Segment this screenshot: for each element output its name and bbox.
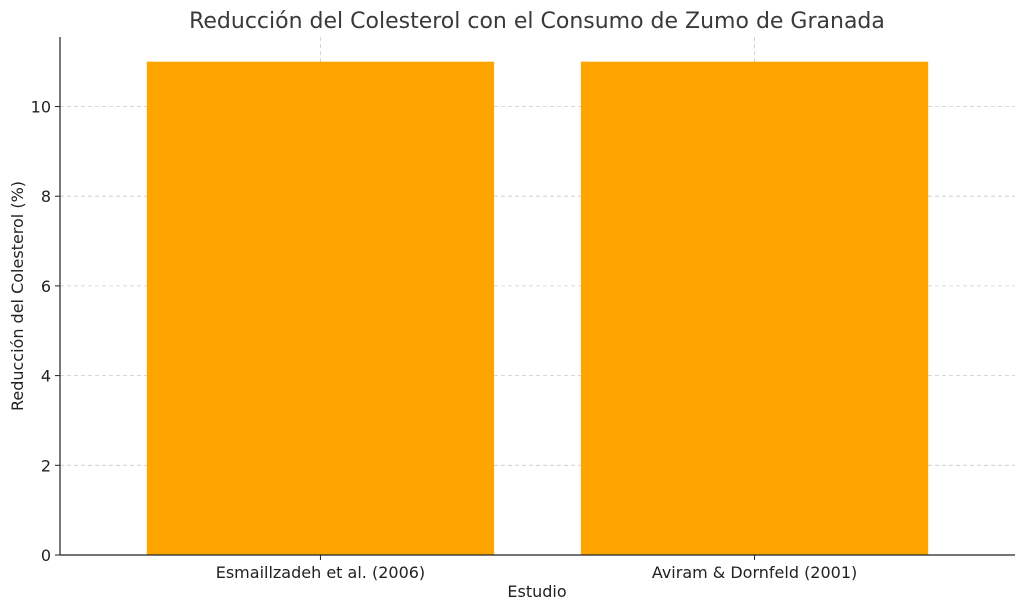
bar-1 xyxy=(146,61,495,556)
y-axis-label: Reducción del Colesterol (%) xyxy=(8,181,27,411)
chart-title: Reducción del Colesterol con el Consumo … xyxy=(189,9,885,34)
bar-2 xyxy=(580,61,929,556)
x-axis-ticks: Esmaillzadeh et al. (2006) Aviram & Dornf… xyxy=(216,555,857,582)
x-axis-label: Estudio xyxy=(507,582,566,601)
x-tick-label: Aviram & Dornfeld (2001) xyxy=(652,563,857,582)
y-tick-label: 4 xyxy=(41,367,51,386)
y-tick-label: 0 xyxy=(41,546,51,565)
y-tick-label: 2 xyxy=(41,456,51,475)
y-axis-ticks: 0 2 4 6 8 10 xyxy=(31,98,60,565)
y-tick-label: 8 xyxy=(41,187,51,206)
axes xyxy=(59,37,1015,556)
x-tick-label: Esmaillzadeh et al. (2006) xyxy=(216,563,425,582)
y-tick-label: 6 xyxy=(41,277,51,296)
y-tick-label: 10 xyxy=(31,98,51,117)
bars xyxy=(146,61,929,556)
